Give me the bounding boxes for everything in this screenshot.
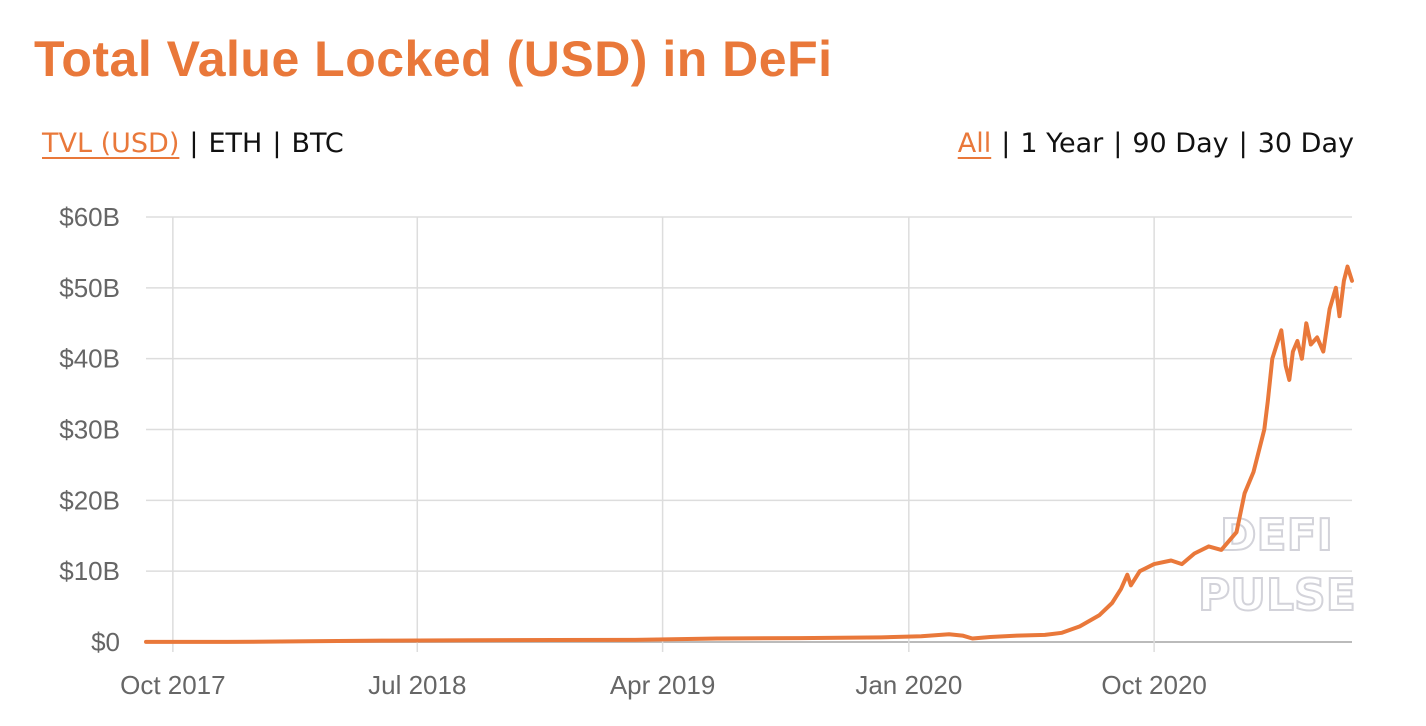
grid [146,216,1352,652]
x-tick-label: Jan 2020 [855,670,962,700]
separator: | [1001,128,1011,159]
x-tick-label: Jul 2018 [368,670,466,700]
metric-option-tvl-usd[interactable]: TVL (USD) [42,128,180,159]
separator: | [1113,128,1123,159]
metric-option-eth[interactable]: ETH [208,128,263,159]
range-option-30-day[interactable]: 30 Day [1257,128,1354,159]
separator: | [272,128,282,159]
range-option-1-year[interactable]: 1 Year [1020,128,1104,159]
tvl-series-line [144,264,1354,644]
watermark-line-2: PULSE [1198,570,1356,621]
y-tick-label: $60B [59,202,120,232]
y-tick-label: $30B [59,415,120,445]
range-option-all[interactable]: All [957,128,992,159]
x-axis: Oct 2017 Jul 2018 Apr 2019 Jan 2020 Oct 2020 [120,670,1207,700]
separator: | [189,128,199,159]
metric-selector: TVL (USD) | ETH | BTC [42,128,344,159]
y-tick-label: $10B [59,556,120,586]
page-title: Total Value Locked (USD) in DeFi [34,31,833,87]
y-tick-label: $40B [59,344,120,374]
tvl-line-chart: $0 $10B $20B $30B $40B $50B $60B Oct 2017 Jul 2… [59,202,1357,700]
x-tick-label: Apr 2019 [610,670,716,700]
y-tick-label: $50B [59,273,120,303]
series [144,264,1354,644]
watermark-logo: DEFI PULSE [1197,509,1357,622]
y-tick-label: $0 [91,627,120,657]
range-selector: All | 1 Year | 90 Day | 30 Day [958,128,1354,159]
x-tick-label: Oct 2020 [1101,670,1207,700]
metric-option-btc[interactable]: BTC [291,128,344,159]
y-tick-label: $20B [59,485,120,515]
range-option-90-day[interactable]: 90 Day [1132,128,1229,159]
x-tick-label: Oct 2017 [120,670,226,700]
separator: | [1238,128,1248,159]
watermark-line-1: DEFI [1220,510,1333,561]
y-axis: $0 $10B $20B $30B $40B $50B $60B [59,202,120,657]
